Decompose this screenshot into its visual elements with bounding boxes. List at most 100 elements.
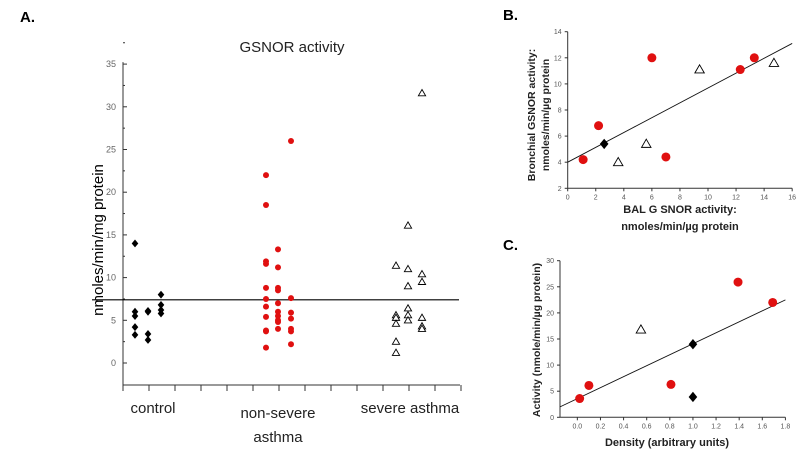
data-point xyxy=(578,155,588,165)
data-point xyxy=(403,315,413,324)
data-point xyxy=(288,309,294,316)
data-point xyxy=(417,277,427,285)
data-point xyxy=(275,264,281,271)
data-point xyxy=(144,335,152,344)
data-point xyxy=(391,319,401,327)
panel-label-b: B. xyxy=(503,7,518,24)
x-tick-label: 1.0 xyxy=(688,423,698,430)
data-point xyxy=(599,138,609,150)
data-point xyxy=(403,264,413,273)
data-point xyxy=(263,260,269,267)
data-point xyxy=(594,121,604,131)
y-tick-label: 20 xyxy=(546,310,554,317)
y-tick-label: 14 xyxy=(554,29,562,36)
y-tick-label: 0 xyxy=(550,415,554,422)
data-point xyxy=(263,284,269,291)
y-tick-label: 5 xyxy=(111,315,116,325)
data-point xyxy=(403,220,413,229)
data-point xyxy=(391,261,401,269)
data-point xyxy=(275,300,281,307)
x-tick-label: 0.6 xyxy=(642,423,652,430)
group-label: control xyxy=(130,400,175,417)
data-point xyxy=(275,313,281,320)
y-tick-label: 25 xyxy=(106,145,116,155)
x-tick-label: 10 xyxy=(704,194,712,201)
data-point xyxy=(131,307,139,316)
data-point xyxy=(733,277,743,287)
group-label: non-severe xyxy=(240,405,315,422)
y-tick-label: 2 xyxy=(558,186,562,193)
x-tick-label: 16 xyxy=(788,194,796,201)
x-tick-label: 1.2 xyxy=(711,423,721,430)
y-tick-label: 5 xyxy=(550,389,554,396)
y-tick-label: 10 xyxy=(554,81,562,88)
x-tick-label: 0.2 xyxy=(596,423,606,430)
data-point xyxy=(661,152,671,162)
y-tick-label: 10 xyxy=(106,273,116,283)
x-tick-label: 1.8 xyxy=(781,423,791,430)
data-point xyxy=(647,53,657,63)
data-point xyxy=(263,344,269,351)
data-point xyxy=(263,172,269,179)
data-point xyxy=(275,325,281,332)
data-point xyxy=(275,246,281,253)
data-point xyxy=(263,295,269,302)
data-point xyxy=(263,328,269,335)
y-axis-label: Activity (nmole/min/µg protein) xyxy=(531,263,543,417)
data-point xyxy=(575,394,585,404)
y-tick-label: 35 xyxy=(106,59,116,69)
data-point xyxy=(391,337,401,345)
data-point xyxy=(288,315,294,322)
y-axis-label: nmoles/min/µg protein xyxy=(540,59,552,171)
y-tick-label: 20 xyxy=(106,187,116,197)
y-tick-label: 12 xyxy=(554,55,562,62)
data-point xyxy=(735,65,745,75)
y-tick-label: 8 xyxy=(558,108,562,115)
panel-label-c: C. xyxy=(503,237,518,254)
x-tick-label: 2 xyxy=(594,194,598,201)
x-tick-label: 14 xyxy=(760,194,768,201)
data-point xyxy=(157,290,165,299)
data-point xyxy=(131,330,139,339)
data-point xyxy=(263,303,269,310)
data-point xyxy=(403,303,413,312)
data-point xyxy=(768,297,778,307)
data-point xyxy=(417,324,427,332)
data-point xyxy=(131,323,139,332)
group-label: asthma xyxy=(253,429,303,446)
data-point xyxy=(688,339,698,350)
y-tick-label: 15 xyxy=(546,337,554,344)
regression-line xyxy=(559,299,786,408)
y-tick-label: 10 xyxy=(546,363,554,370)
x-tick-label: 4 xyxy=(622,194,626,201)
y-axis-label: Bronchial GSNOR activity: xyxy=(526,49,538,181)
data-point xyxy=(417,313,427,321)
data-point xyxy=(635,323,647,334)
y-tick-label: 30 xyxy=(546,258,554,265)
data-point xyxy=(403,281,413,290)
data-point xyxy=(263,313,269,320)
x-tick-label: 0.4 xyxy=(619,423,629,430)
x-tick-label: 6 xyxy=(650,194,654,201)
group-label: severe asthma xyxy=(361,400,460,417)
data-point xyxy=(288,328,294,335)
x-axis-label: Density (arbitrary units) xyxy=(605,437,729,449)
data-point xyxy=(275,308,281,315)
data-point xyxy=(131,312,139,320)
data-point xyxy=(144,307,152,316)
data-point xyxy=(640,138,652,148)
x-tick-label: 8 xyxy=(678,194,682,201)
y-axis-label: nmoles/min/mg protein xyxy=(90,164,107,316)
panel-label-a: A. xyxy=(20,9,35,26)
data-point xyxy=(417,88,427,97)
data-point xyxy=(288,341,294,348)
y-tick-label: 4 xyxy=(558,160,562,167)
x-axis-label: BAL G SNOR activity: xyxy=(623,204,737,216)
data-point xyxy=(263,202,269,209)
data-point xyxy=(666,379,676,389)
data-point xyxy=(288,295,294,302)
data-point xyxy=(612,156,624,167)
data-point xyxy=(131,239,139,248)
chart-title: GSNOR activity xyxy=(239,39,345,56)
